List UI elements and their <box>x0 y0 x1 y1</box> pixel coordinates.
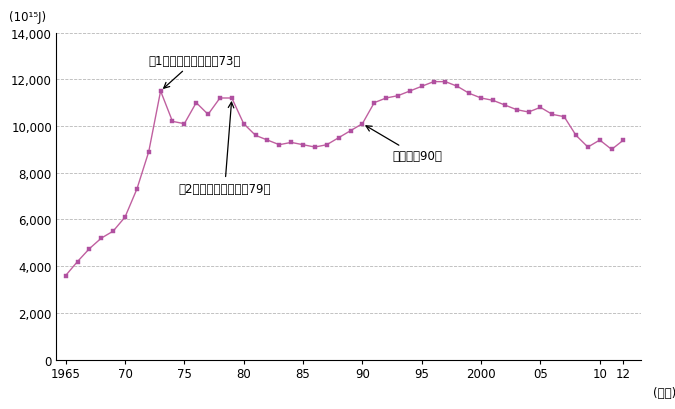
Text: (10¹⁵J): (10¹⁵J) <box>9 11 47 24</box>
Text: 第1次オイルショック73年: 第1次オイルショック73年 <box>148 54 241 89</box>
X-axis label: (年度): (年度) <box>653 386 675 399</box>
Text: 湾岸危樓90年: 湾岸危樓90年 <box>366 126 442 163</box>
Text: 第2次オイルショック79年: 第2次オイルショック79年 <box>178 103 271 196</box>
